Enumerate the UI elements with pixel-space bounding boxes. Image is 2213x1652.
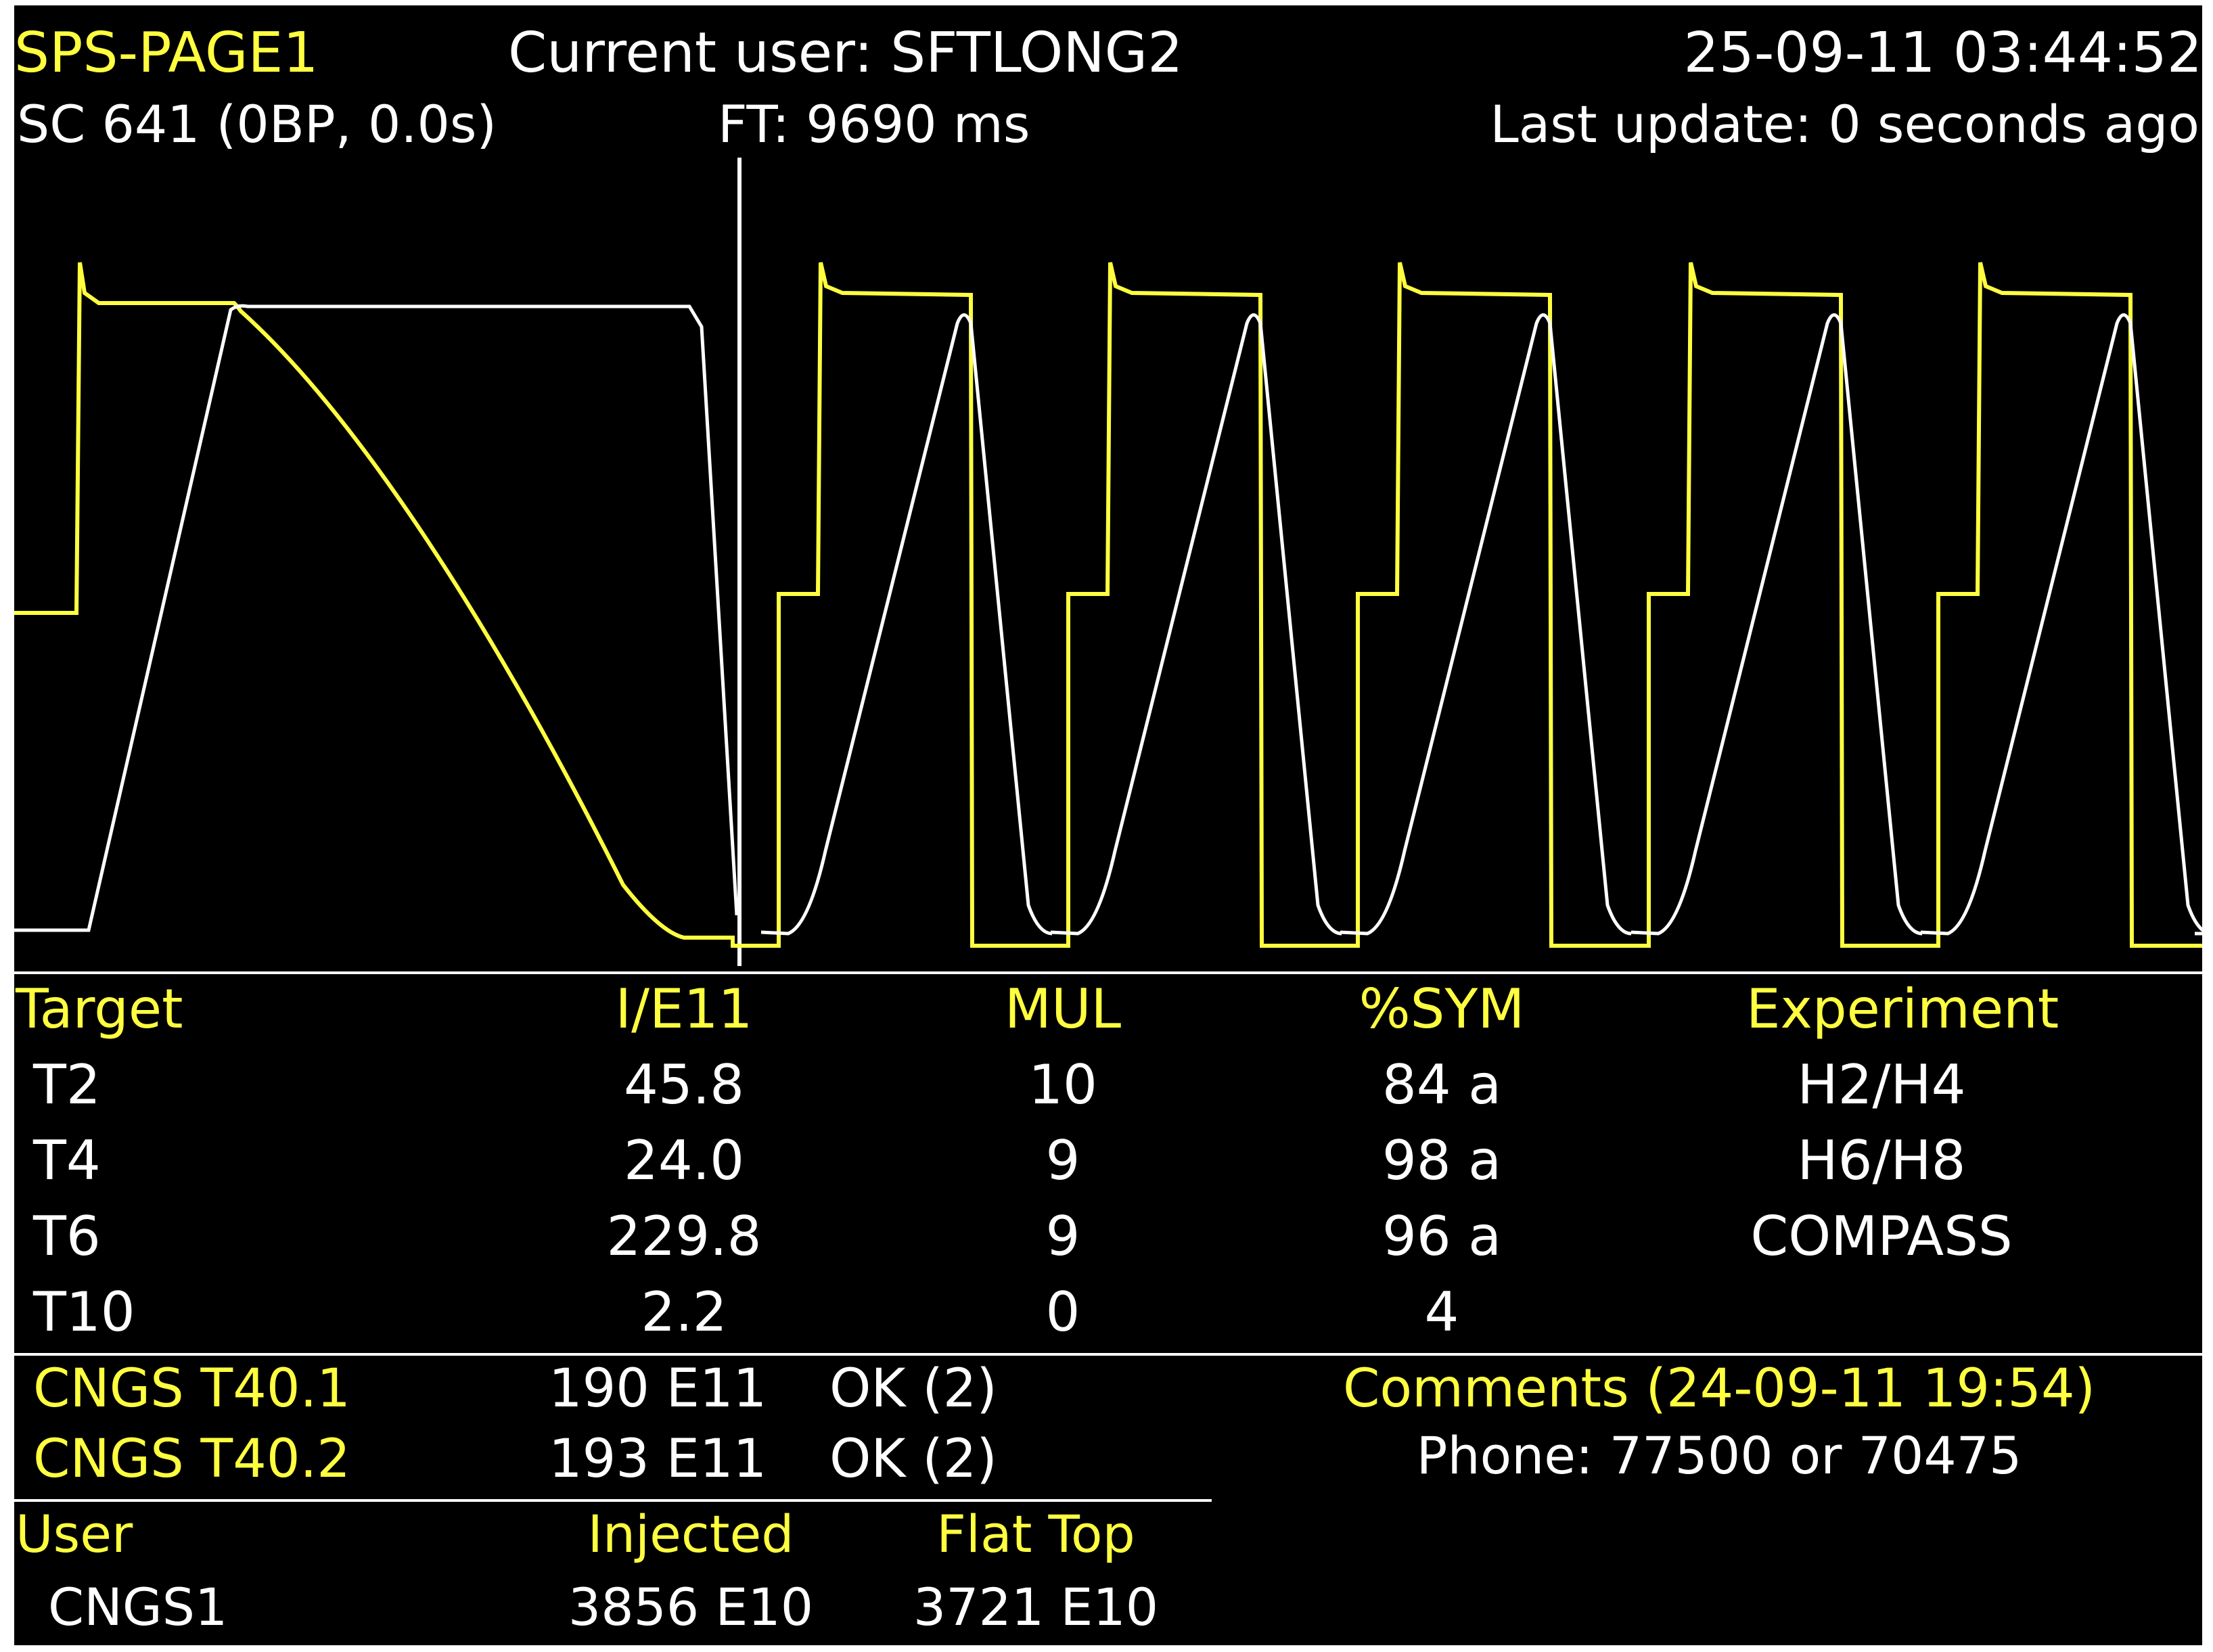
white-trace-cycle-6: [1920, 313, 2202, 936]
row-target: T2: [33, 1053, 101, 1116]
row-mul: 9: [1045, 1205, 1080, 1268]
row-mul: 10: [1028, 1053, 1097, 1116]
row-target: T4: [33, 1129, 101, 1192]
white-trace-cycle-2: [760, 313, 1053, 936]
white-trace-cycle-1: [14, 304, 739, 932]
targets-separator: [14, 1353, 2202, 1356]
flat-top-time: FT: 9690 ms: [718, 94, 1030, 154]
yellow-trace-cycle-4: [1340, 262, 1631, 948]
cngs-name: CNGS T40.1: [33, 1358, 350, 1419]
header-injected: Injected: [587, 1504, 794, 1564]
yellow-trace-cycle-5: [1631, 262, 1921, 948]
row-experiment: COMPASS: [1750, 1205, 2013, 1268]
row-sym: 84 a: [1382, 1053, 1502, 1116]
plot-separator: [14, 971, 2202, 974]
user-injected: 3856 E10: [568, 1577, 814, 1637]
page-name: SPS-PAGE1: [14, 21, 319, 85]
row-experiment: H6/H8: [1797, 1129, 1966, 1192]
sps-page1-display: SPS-PAGE1 Current user: SFTLONG2 25-09-1…: [14, 5, 2202, 1645]
row-target: T6: [33, 1205, 101, 1268]
row-sym: 96 a: [1382, 1205, 1502, 1268]
header-flat-top: Flat Top: [936, 1504, 1135, 1564]
user-table-separator: [14, 1499, 1212, 1502]
header-mul: MUL: [1004, 978, 1122, 1040]
yellow-trace-cycle-3: [1051, 262, 1340, 948]
current-user: Current user: SFTLONG2: [508, 21, 1183, 85]
header-user: User: [16, 1504, 133, 1564]
yellow-trace-cycle-1: [14, 262, 761, 948]
cngs-intensity: 193 E11: [549, 1429, 767, 1490]
header-target: Target: [16, 978, 183, 1040]
row-mul: 0: [1045, 1281, 1080, 1344]
row-target: T10: [33, 1281, 135, 1344]
supercycle-info: SC 641 (0BP, 0.0s): [17, 94, 497, 154]
user-name: CNGS1: [48, 1577, 228, 1637]
row-experiment: H2/H4: [1797, 1053, 1966, 1116]
datetime: 25-09-11 03:44:52: [1683, 21, 2202, 85]
yellow-trace-cycle-2: [761, 262, 1051, 948]
header-sym: %SYM: [1359, 978, 1525, 1040]
comments-text: Phone: 77500 or 70475: [1416, 1425, 2022, 1486]
cngs-status: OK (2): [829, 1358, 997, 1419]
supercycle-waveform-plot: [14, 158, 2202, 966]
row-intensity: 24.0: [623, 1129, 745, 1192]
row-sym: 4: [1424, 1281, 1459, 1344]
row-sym: 98 a: [1382, 1129, 1502, 1192]
cngs-name: CNGS T40.2: [33, 1429, 350, 1490]
white-trace-cycle-5: [1630, 313, 1923, 936]
row-intensity: 2.2: [641, 1281, 727, 1344]
header-intensity: I/E11: [615, 978, 753, 1040]
row-intensity: 229.8: [606, 1205, 762, 1268]
yellow-trace-cycle-6: [1921, 262, 2202, 948]
row-intensity: 45.8: [623, 1053, 745, 1116]
white-trace-cycle-3: [1050, 313, 1342, 936]
row-mul: 9: [1045, 1129, 1080, 1192]
white-trace-cycle-4: [1340, 313, 1632, 936]
last-update: Last update: 0 seconds ago: [1490, 94, 2199, 154]
header-experiment: Experiment: [1746, 978, 2059, 1040]
cngs-intensity: 190 E11: [549, 1358, 767, 1419]
cngs-status: OK (2): [829, 1429, 997, 1490]
comments-title: Comments (24-09-11 19:54): [1342, 1358, 2096, 1419]
user-flat-top: 3721 E10: [913, 1577, 1159, 1637]
